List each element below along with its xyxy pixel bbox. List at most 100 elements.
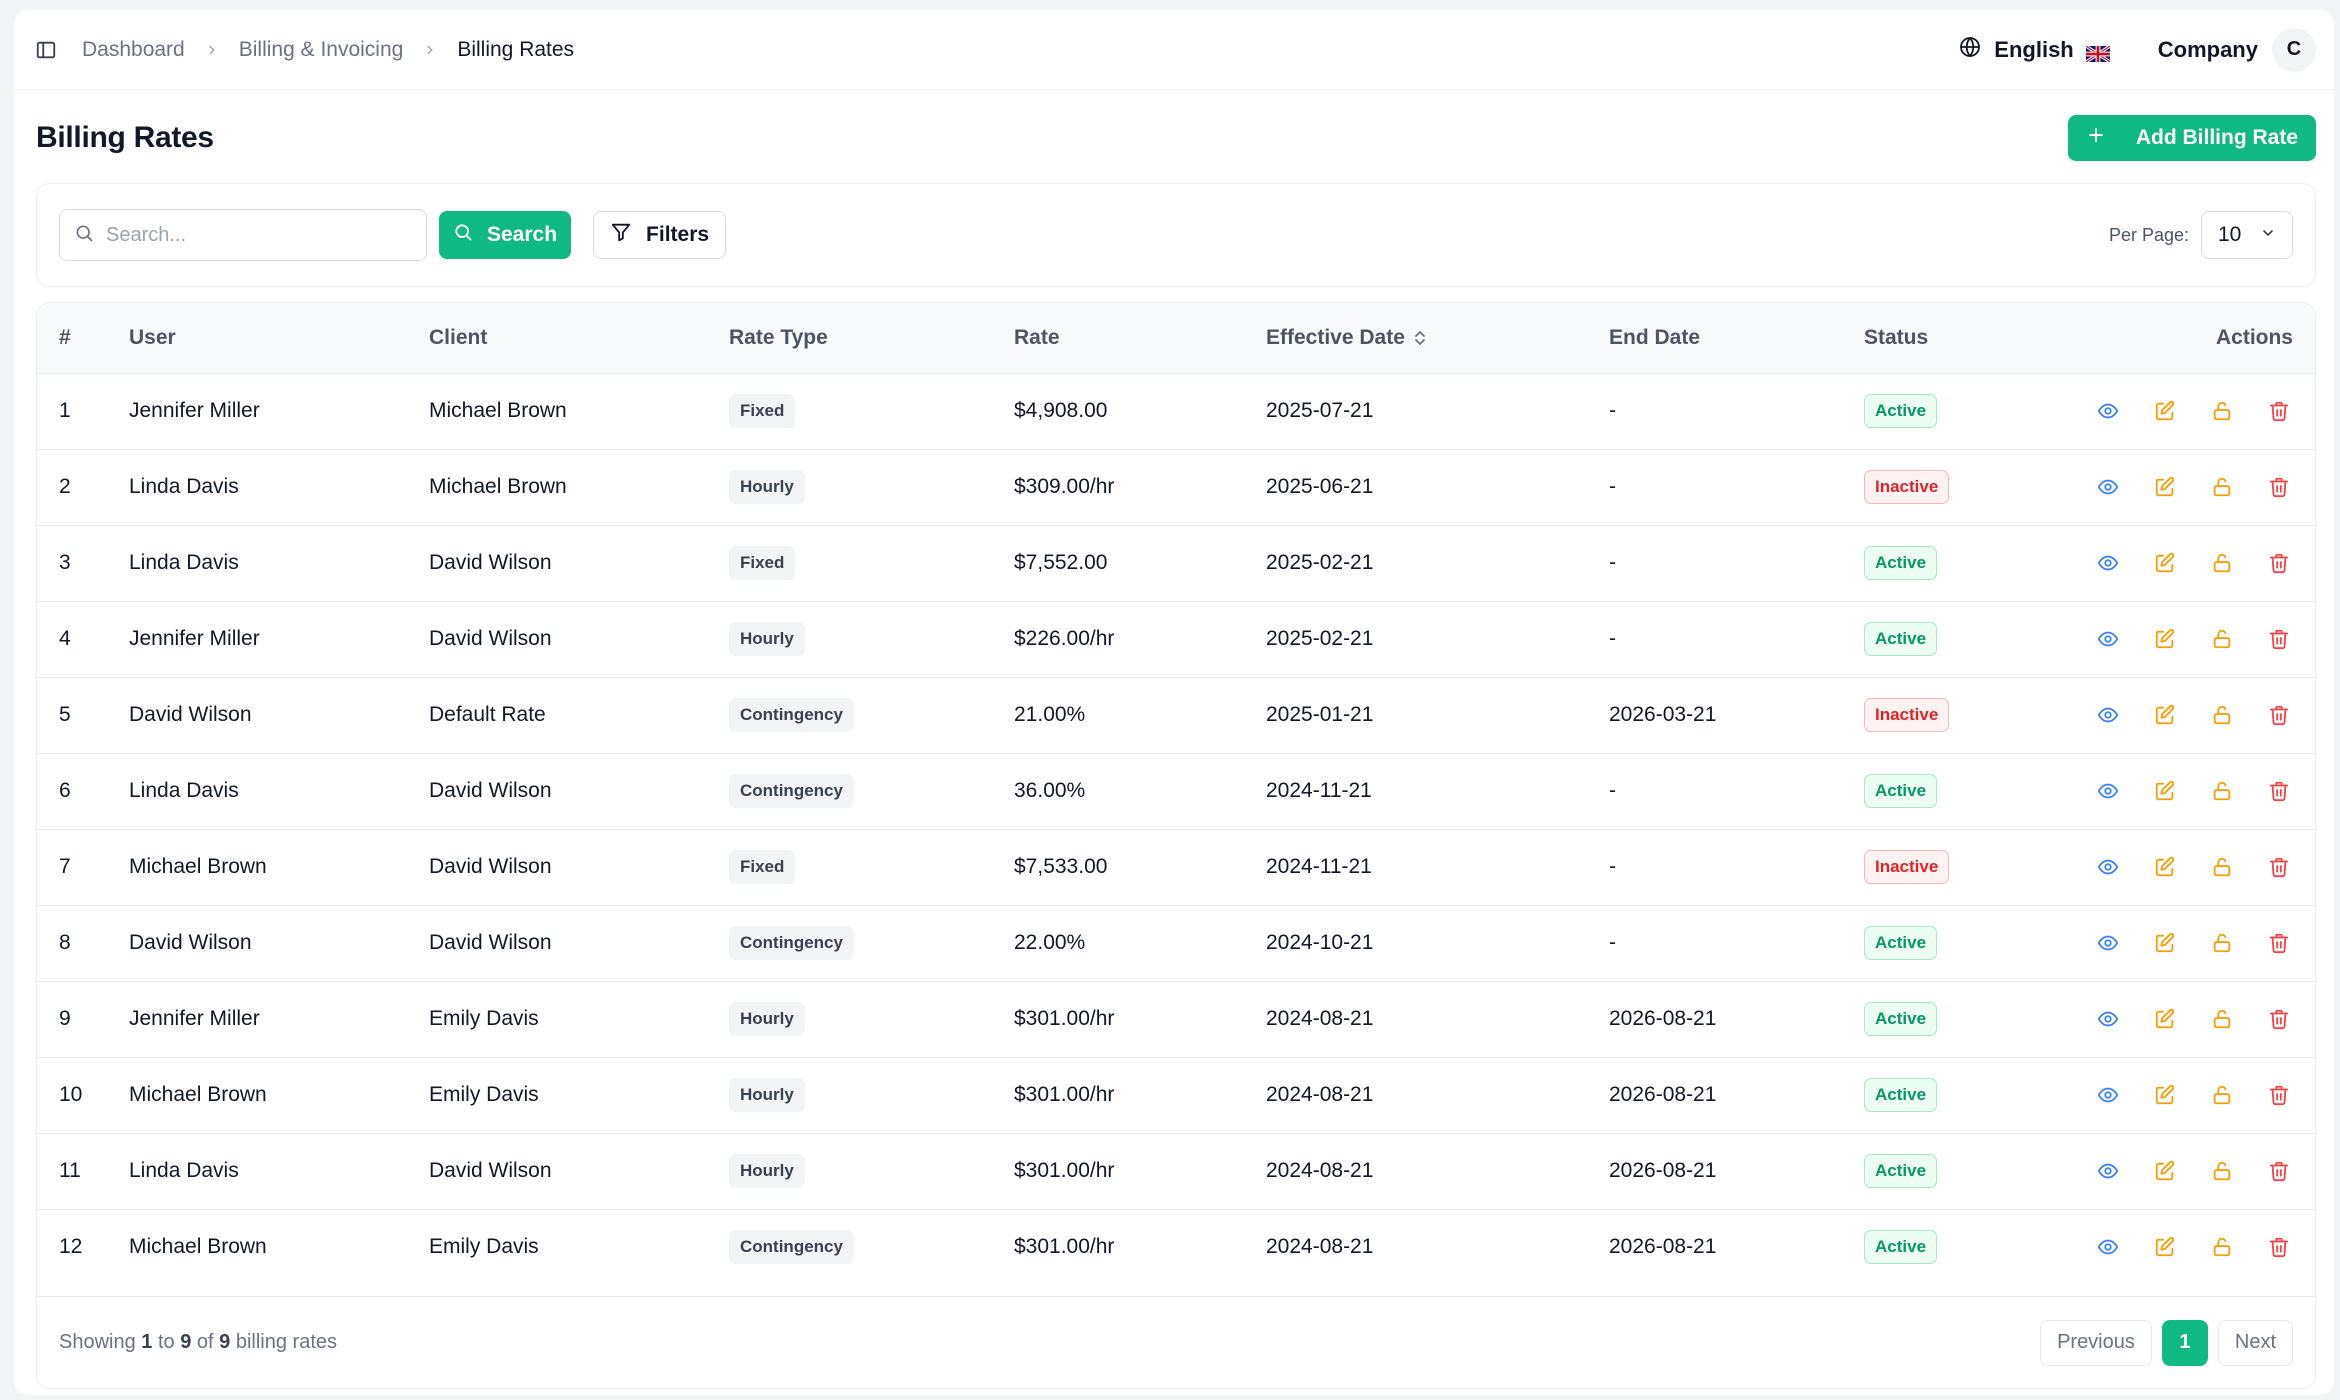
edit-icon[interactable] [2153, 1159, 2177, 1183]
eye-icon[interactable] [2096, 1159, 2120, 1183]
previous-page-button[interactable]: Previous [2040, 1319, 2152, 1366]
status-badge: Active [1864, 1230, 1938, 1265]
search-button[interactable]: Search [439, 211, 572, 259]
eye-icon[interactable] [2096, 627, 2120, 651]
table-row: 10 Michael Brown Emily Davis Hourly $301… [37, 1057, 2315, 1133]
trash-icon[interactable] [2267, 551, 2291, 575]
edit-icon[interactable] [2153, 779, 2177, 803]
header-actions: English Company C [1958, 27, 2316, 72]
unlock-icon[interactable] [2210, 399, 2234, 423]
edit-icon[interactable] [2153, 931, 2177, 955]
edit-icon[interactable] [2153, 855, 2177, 879]
column-header-rate: Rate [1014, 325, 1060, 349]
row-status-cell: Active [1864, 753, 2079, 829]
eye-icon[interactable] [2096, 1235, 2120, 1259]
edit-icon[interactable] [2153, 1083, 2177, 1107]
search-icon [453, 222, 473, 248]
edit-icon[interactable] [2153, 551, 2177, 575]
row-actions [2079, 981, 2315, 1057]
page-1-button[interactable]: 1 [2161, 1319, 2208, 1366]
row-action-group [2079, 1159, 2293, 1183]
trash-icon[interactable] [2267, 1235, 2291, 1259]
row-rate: $4,908.00 [1014, 399, 1108, 422]
trash-icon[interactable] [2267, 779, 2291, 803]
rate-type-badge: Contingency [729, 698, 854, 732]
edit-icon[interactable] [2153, 1007, 2177, 1031]
status-badge: Active [1864, 774, 1938, 808]
unlock-icon[interactable] [2210, 1083, 2234, 1107]
add-billing-rate-label: Add Billing Rate [2135, 126, 2298, 149]
company-name[interactable]: Company [2157, 36, 2258, 62]
unlock-icon[interactable] [2210, 931, 2234, 955]
trash-icon[interactable] [2267, 703, 2291, 727]
eye-icon[interactable] [2096, 779, 2120, 803]
next-page-button[interactable]: Next [2217, 1319, 2293, 1366]
unlock-icon[interactable] [2210, 1007, 2234, 1031]
trash-icon[interactable] [2267, 627, 2291, 651]
eye-icon[interactable] [2096, 703, 2120, 727]
trash-icon[interactable] [2267, 1083, 2291, 1107]
search-field[interactable] [59, 209, 427, 261]
unlock-icon[interactable] [2210, 627, 2234, 651]
unlock-icon[interactable] [2210, 475, 2234, 499]
unlock-icon[interactable] [2210, 855, 2234, 879]
sort-icon[interactable] [1413, 329, 1427, 347]
trash-icon[interactable] [2267, 931, 2291, 955]
column-header-num: # [59, 325, 71, 349]
pagination-summary: Showing 1 to 9 of 9 billing rates [59, 1331, 337, 1354]
eye-icon[interactable] [2096, 855, 2120, 879]
row-rate: $309.00/hr [1014, 475, 1115, 498]
status-badge: Active [1864, 926, 1938, 960]
table-row: 4 Jennifer Miller David Wilson Hourly $2… [37, 601, 2315, 677]
trash-icon[interactable] [2267, 399, 2291, 423]
row-client: Emily Davis [429, 1083, 539, 1106]
unlock-icon[interactable] [2210, 551, 2234, 575]
sidebar-toggle-icon[interactable] [32, 36, 60, 64]
row-effective-date: 2024-11-21 [1266, 855, 1372, 878]
trash-icon[interactable] [2267, 475, 2291, 499]
eye-icon[interactable] [2096, 475, 2120, 499]
eye-icon[interactable] [2096, 931, 2120, 955]
edit-icon[interactable] [2153, 1235, 2177, 1259]
per-page-value: 10 [2218, 223, 2242, 246]
row-actions [2079, 829, 2315, 905]
breadcrumb-billing-invoicing[interactable]: Billing & Invoicing [238, 37, 404, 61]
breadcrumb-dashboard[interactable]: Dashboard [82, 37, 185, 61]
row-number: 12 [59, 1235, 83, 1259]
row-status-cell: Active [1864, 905, 2079, 981]
per-page-select[interactable]: 10 [2201, 211, 2293, 259]
add-billing-rate-button[interactable]: Add Billing Rate [2067, 115, 2316, 161]
showing-prefix: Showing [59, 1331, 136, 1353]
status-badge: Inactive [1864, 850, 1950, 884]
column-header-effective-date[interactable]: Effective Date [1266, 303, 1609, 373]
trash-icon[interactable] [2267, 855, 2291, 879]
eye-icon[interactable] [2096, 399, 2120, 423]
edit-icon[interactable] [2153, 475, 2177, 499]
unlock-icon[interactable] [2210, 1159, 2234, 1183]
edit-icon[interactable] [2153, 399, 2177, 423]
filters-button[interactable]: Filters [593, 211, 727, 259]
edit-icon[interactable] [2153, 627, 2177, 651]
row-status-cell: Inactive [1864, 677, 2079, 753]
trash-icon[interactable] [2267, 1159, 2291, 1183]
row-action-group [2079, 855, 2293, 879]
unlock-icon[interactable] [2210, 703, 2234, 727]
search-input[interactable] [106, 223, 412, 247]
table-row: 11 Linda Davis David Wilson Hourly $301.… [37, 1133, 2315, 1209]
row-rate: 36.00% [1014, 779, 1086, 802]
row-rate: $301.00/hr [1014, 1159, 1115, 1182]
rate-type-badge: Contingency [729, 1230, 854, 1265]
eye-icon[interactable] [2096, 551, 2120, 575]
breadcrumb-current: Billing Rates [457, 37, 575, 61]
unlock-icon[interactable] [2210, 1235, 2234, 1259]
trash-icon[interactable] [2267, 1007, 2291, 1031]
eye-icon[interactable] [2096, 1083, 2120, 1107]
avatar[interactable]: C [2272, 27, 2316, 72]
language-switcher[interactable]: English [1958, 35, 2111, 65]
row-rate-type-cell: Fixed [729, 373, 1014, 449]
eye-icon[interactable] [2096, 1007, 2120, 1031]
unlock-icon[interactable] [2210, 779, 2234, 803]
edit-icon[interactable] [2153, 703, 2177, 727]
table-row: 5 David Wilson Default Rate Contingency … [37, 677, 2315, 753]
row-number: 9 [59, 1007, 71, 1030]
